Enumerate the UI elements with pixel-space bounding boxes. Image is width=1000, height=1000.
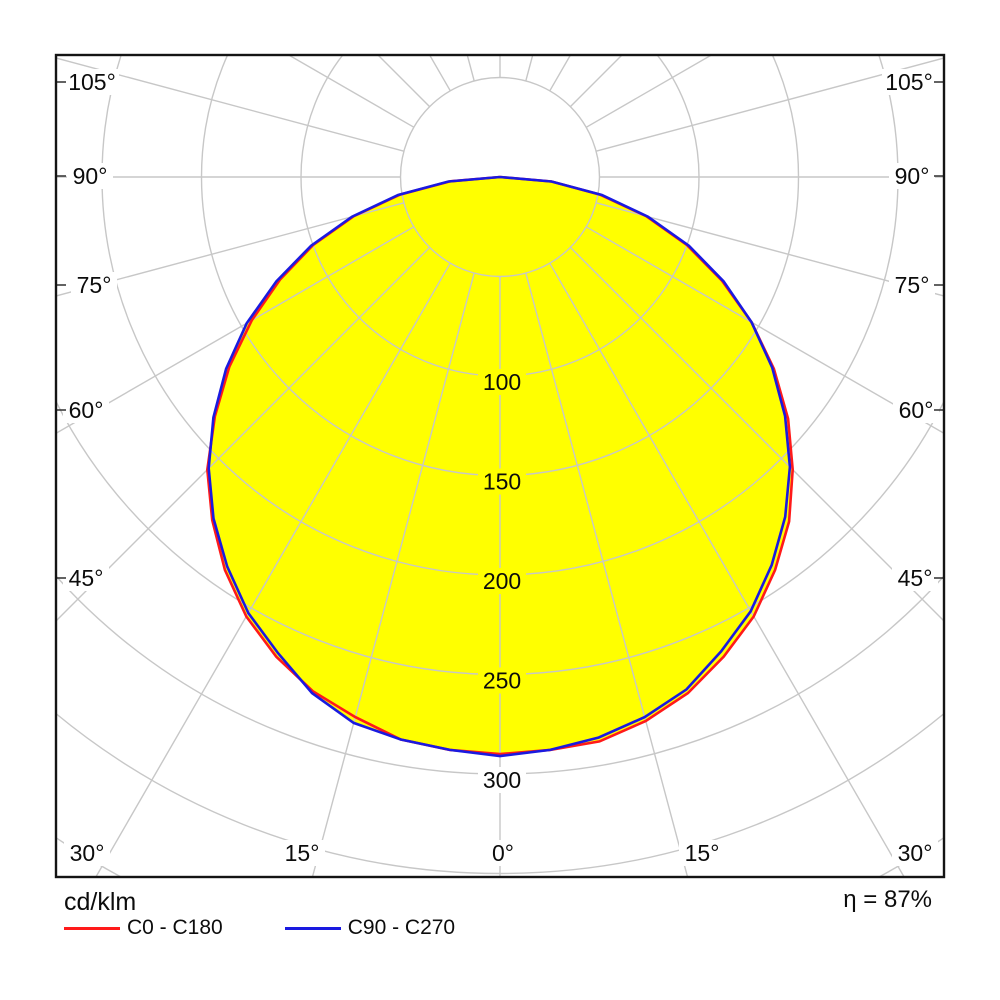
grid-ray xyxy=(525,272,689,877)
angle-label-left: 105° xyxy=(65,69,119,95)
svg-text:250: 250 xyxy=(483,668,521,694)
angle-label-left: 90° xyxy=(67,163,113,189)
svg-text:15°: 15° xyxy=(285,840,320,866)
angle-label-left: 45° xyxy=(63,565,109,591)
grid-ray xyxy=(428,55,451,92)
svg-text:60°: 60° xyxy=(899,397,934,423)
axis-ticks xyxy=(57,81,943,579)
efficiency-label: η = 87% xyxy=(843,886,932,913)
svg-text:15°: 15° xyxy=(685,840,720,866)
plot-frame xyxy=(54,53,946,879)
svg-text:100: 100 xyxy=(483,369,521,395)
angle-label-bottom: 15° xyxy=(279,840,325,866)
svg-text:90°: 90° xyxy=(895,163,930,189)
grid-ray xyxy=(595,57,944,152)
angle-label-right: 45° xyxy=(892,565,938,591)
grid-ray xyxy=(56,246,431,622)
angle-label-left: 60° xyxy=(63,397,109,423)
unit-label: cd/klm xyxy=(64,888,137,916)
angle-label-right: 105° xyxy=(882,69,936,95)
radial-scale-label: 200 xyxy=(478,568,526,594)
legend-item-c0: C0 - C180 xyxy=(64,916,223,940)
grid-ray xyxy=(569,246,944,622)
grid-ray xyxy=(595,202,944,297)
angle-label-right: 75° xyxy=(889,272,935,298)
svg-text:300: 300 xyxy=(483,767,521,793)
grid-ray xyxy=(549,55,572,92)
angle-label-bottom: 30° xyxy=(892,840,938,866)
svg-text:30°: 30° xyxy=(70,840,105,866)
grid-ray xyxy=(585,55,713,128)
svg-text:0°: 0° xyxy=(492,840,514,866)
svg-text:105°: 105° xyxy=(68,69,116,95)
curve-c90-c270 xyxy=(207,175,792,758)
radial-scale-label: 300 xyxy=(478,767,526,793)
angle-label-bottom: 15° xyxy=(679,840,725,866)
angle-label-bottom: 0° xyxy=(487,840,519,866)
grid-ray xyxy=(549,262,905,877)
grid-ray xyxy=(95,262,451,877)
c0-line-swatch xyxy=(64,926,120,930)
angle-label-right: 90° xyxy=(889,163,935,189)
svg-text:75°: 75° xyxy=(895,272,930,298)
legend-label-c90: C90 - C270 xyxy=(347,916,456,939)
radial-scale-label: 250 xyxy=(478,667,526,694)
svg-text:30°: 30° xyxy=(898,840,933,866)
legend-label-c0: C0 - C180 xyxy=(127,916,223,939)
grid-ray xyxy=(287,55,415,128)
c90-line-swatch xyxy=(284,926,341,930)
legend: C0 - C180 C90 - C270 xyxy=(64,916,455,940)
svg-text:45°: 45° xyxy=(69,565,104,591)
angle-label-right: 60° xyxy=(893,397,939,423)
grid-ray xyxy=(56,202,405,297)
svg-text:200: 200 xyxy=(483,568,521,594)
svg-text:90°: 90° xyxy=(73,163,108,189)
angle-label-bottom: 30° xyxy=(64,840,110,866)
legend-item-c90: C90 - C270 xyxy=(284,916,456,940)
svg-text:75°: 75° xyxy=(77,272,112,298)
svg-text:60°: 60° xyxy=(69,397,104,423)
radial-scale-label: 150 xyxy=(478,468,526,495)
grid-ray xyxy=(56,57,405,152)
angle-label-left: 75° xyxy=(71,272,117,298)
svg-text:45°: 45° xyxy=(898,565,933,591)
svg-text:150: 150 xyxy=(483,469,521,495)
grid-ray xyxy=(311,272,475,877)
svg-text:105°: 105° xyxy=(885,69,933,95)
radial-scale-label: 100 xyxy=(478,369,526,395)
